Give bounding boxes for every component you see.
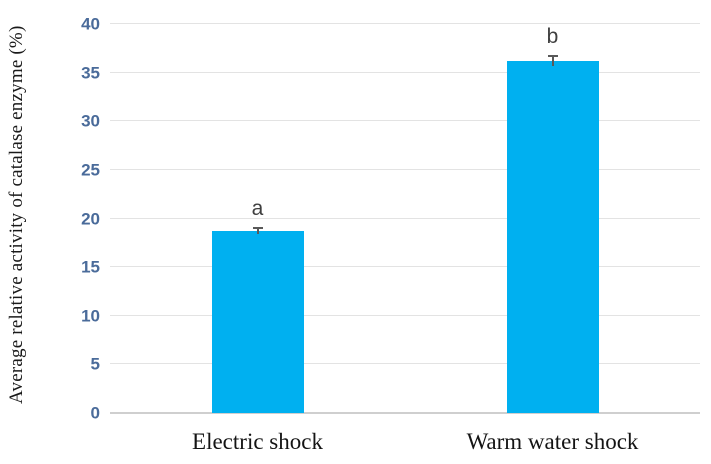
y-tick-label: 35	[81, 63, 100, 83]
gridline	[110, 120, 700, 122]
error-bar-cap	[547, 55, 558, 58]
gridline	[110, 314, 700, 316]
gridline	[110, 23, 700, 24]
y-tick-label: 10	[81, 306, 100, 326]
gridline	[110, 217, 700, 219]
y-tick-label: 30	[81, 111, 100, 131]
y-tick-label: 25	[81, 160, 100, 180]
bar-warm-water-shock	[506, 55, 599, 413]
x-category-label: Electric shock	[192, 429, 323, 454]
error-bar-stem	[256, 228, 259, 235]
gridline	[110, 71, 700, 73]
x-axis-category-labels: Electric shock Warm water shock	[110, 413, 700, 464]
y-axis-tick-labels: 0 5 10 15 20 25 30 35 40	[0, 16, 100, 422]
bar-fill	[211, 231, 304, 413]
gridline	[110, 168, 700, 170]
y-tick-label: 5	[90, 354, 100, 374]
y-tick-label: 0	[90, 403, 100, 423]
error-bar-cap	[252, 227, 263, 230]
y-tick-label: 15	[81, 257, 100, 277]
bar-fill	[506, 60, 599, 413]
bar-electric-shock	[211, 227, 304, 413]
significance-letter: a	[251, 197, 264, 221]
gridline	[110, 266, 700, 268]
significance-letter: b	[546, 25, 559, 49]
y-tick-label: 40	[81, 14, 100, 34]
gridline	[110, 363, 700, 365]
x-category-label: Warm water shock	[466, 429, 639, 454]
y-tick-label: 20	[81, 209, 100, 228]
x-axis-line	[110, 412, 700, 414]
error-bar-stem	[551, 56, 554, 66]
